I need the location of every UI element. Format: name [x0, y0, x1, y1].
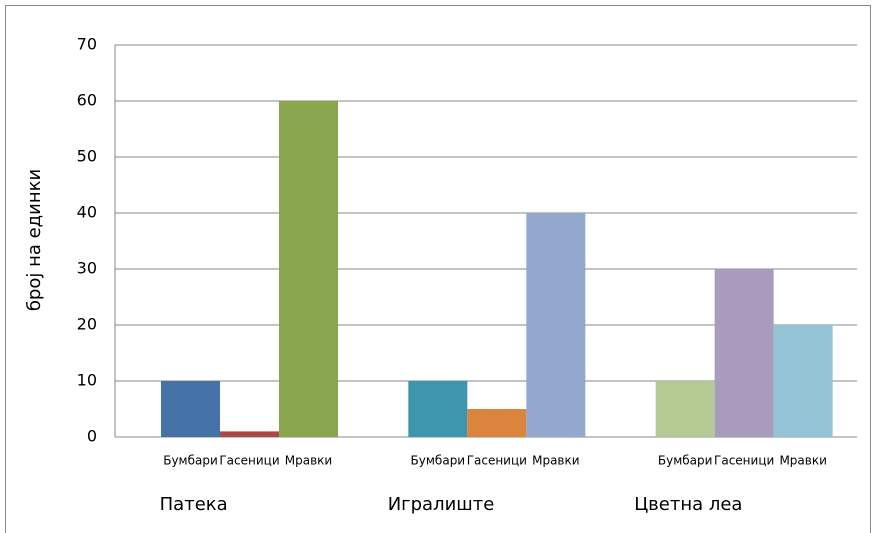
group-label: Патека [160, 494, 228, 515]
x-tick-label: Бумбари [163, 454, 218, 468]
group-label: Игралиште [388, 494, 495, 515]
y-tick-label: 60 [77, 91, 97, 110]
bar [467, 409, 527, 437]
group-label: Цветна леа [634, 494, 742, 515]
bar [714, 269, 774, 437]
y-tick-label: 0 [87, 427, 97, 446]
bar [773, 325, 833, 437]
y-tick-label: 30 [77, 259, 97, 278]
x-tick-label: Мравки [532, 454, 579, 468]
bar [655, 381, 715, 437]
bar [408, 381, 468, 437]
y-tick-label: 70 [77, 35, 97, 54]
x-tick-label: Мравки [285, 454, 332, 468]
bar [220, 431, 279, 437]
x-tick-label: Гасеници [467, 454, 527, 468]
bar [279, 101, 338, 437]
x-tick-label: Бумбари [658, 454, 713, 468]
x-tick-label: Бумбари [411, 454, 466, 468]
y-tick-label: 40 [77, 203, 97, 222]
x-tick-label: Мравки [779, 454, 826, 468]
y-tick-label: 50 [77, 147, 97, 166]
x-tick-label: Гасеници [714, 454, 774, 468]
bar [526, 213, 586, 437]
y-axis-label: број на единки [24, 169, 45, 311]
y-tick-label: 20 [77, 315, 97, 334]
x-tick-label: Гасеници [219, 454, 279, 468]
bar [161, 381, 220, 437]
y-tick-label: 10 [77, 371, 97, 390]
